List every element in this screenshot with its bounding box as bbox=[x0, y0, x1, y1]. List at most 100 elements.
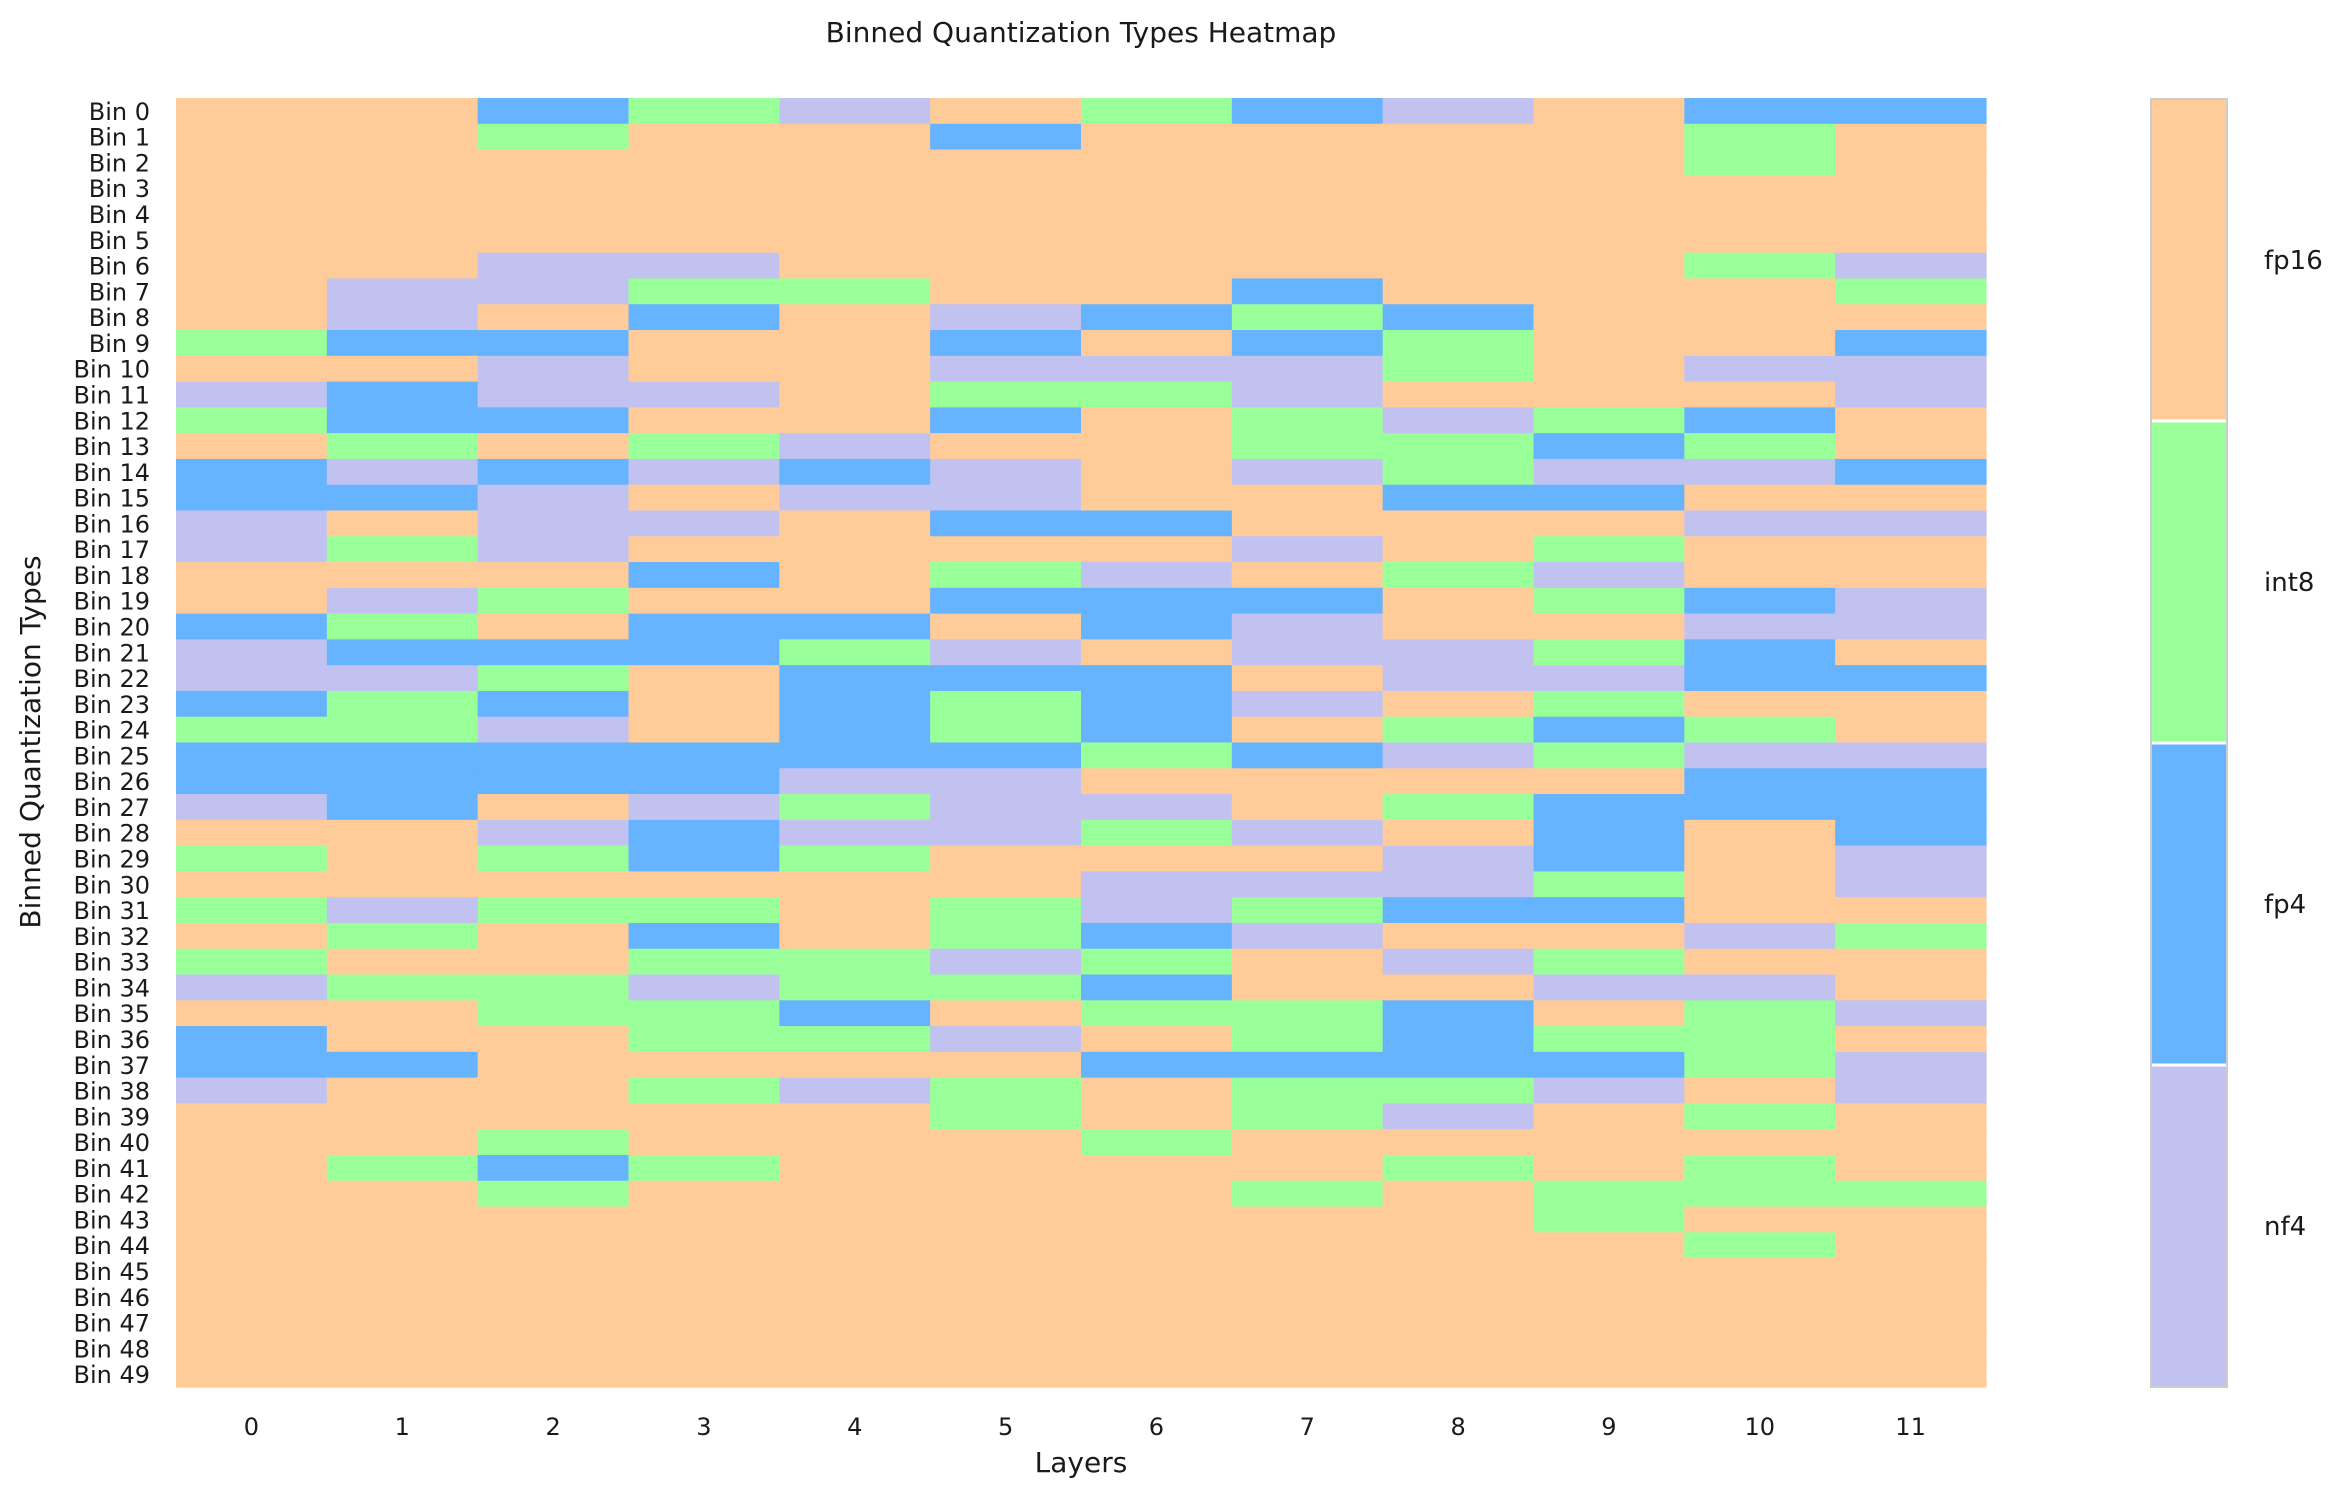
heatmap-cell bbox=[1081, 407, 1233, 434]
heatmap-cell bbox=[1382, 1180, 1535, 1208]
heatmap-cell bbox=[1382, 484, 1535, 512]
y-tick-label: Bin 35 bbox=[73, 1000, 150, 1028]
heatmap-cell bbox=[1684, 252, 1836, 280]
heatmap-cell bbox=[930, 278, 1082, 305]
heatmap-cell bbox=[1684, 845, 1836, 872]
x-tick-label: 1 bbox=[395, 1413, 410, 1441]
heatmap-cell bbox=[477, 1180, 630, 1208]
heatmap-cell bbox=[628, 149, 780, 176]
heatmap-cell bbox=[1382, 716, 1535, 744]
heatmap-cell bbox=[1081, 613, 1233, 640]
heatmap-cells bbox=[176, 98, 1987, 1388]
heatmap-cell bbox=[1684, 201, 1836, 228]
heatmap-cell bbox=[176, 407, 328, 434]
heatmap-cell bbox=[176, 613, 328, 640]
heatmap-cell bbox=[1081, 1309, 1233, 1337]
x-tick-label: 2 bbox=[545, 1413, 560, 1441]
heatmap-cell bbox=[1231, 458, 1384, 486]
heatmap-cell bbox=[477, 794, 630, 821]
heatmap-cell bbox=[779, 123, 931, 151]
heatmap-cell bbox=[176, 665, 328, 692]
heatmap-cell bbox=[1231, 510, 1384, 537]
heatmap-cell bbox=[628, 562, 780, 589]
heatmap-cell bbox=[1382, 123, 1535, 151]
y-tick-label: Bin 39 bbox=[73, 1103, 150, 1131]
heatmap-cell bbox=[930, 201, 1082, 228]
heatmap-cell bbox=[1684, 175, 1836, 202]
x-tick-label: 7 bbox=[1300, 1413, 1315, 1441]
heatmap-cell bbox=[1382, 355, 1535, 383]
heatmap-cell bbox=[628, 175, 780, 202]
heatmap-cell bbox=[1533, 613, 1685, 640]
heatmap-cell bbox=[930, 1180, 1082, 1208]
heatmap-cell bbox=[628, 355, 780, 383]
y-tick-label: Bin 0 bbox=[89, 98, 150, 126]
heatmap-cell bbox=[477, 742, 630, 769]
heatmap-cell bbox=[1231, 149, 1384, 176]
heatmap-cell bbox=[477, 845, 630, 872]
heatmap-cell bbox=[1684, 871, 1836, 898]
heatmap-cell bbox=[779, 1103, 931, 1130]
heatmap-cell bbox=[176, 123, 328, 151]
heatmap-cell bbox=[477, 1206, 630, 1233]
heatmap-cell bbox=[326, 587, 479, 615]
heatmap-cell bbox=[930, 330, 1082, 357]
heatmap-cell bbox=[326, 355, 479, 383]
heatmap-cell bbox=[779, 922, 931, 950]
heatmap-cell bbox=[779, 1283, 931, 1311]
heatmap-cell bbox=[326, 1283, 479, 1311]
heatmap-cell bbox=[1231, 536, 1384, 563]
heatmap-cell bbox=[628, 665, 780, 692]
heatmap-cell bbox=[1684, 639, 1836, 666]
heatmap-cell bbox=[1533, 562, 1685, 589]
heatmap-cell bbox=[1081, 226, 1233, 254]
heatmap-cell bbox=[930, 536, 1082, 563]
heatmap-cell bbox=[1684, 355, 1836, 383]
y-tick-label: Bin 28 bbox=[73, 820, 150, 848]
heatmap-cell bbox=[176, 974, 328, 1001]
y-tick-label: Bin 34 bbox=[73, 974, 150, 1002]
heatmap-cell bbox=[1684, 948, 1836, 976]
heatmap-cell bbox=[1533, 1180, 1685, 1208]
heatmap-cell bbox=[477, 665, 630, 692]
heatmap-cell bbox=[176, 330, 328, 357]
heatmap-cell bbox=[930, 690, 1082, 718]
heatmap-cell bbox=[176, 433, 328, 460]
heatmap-cell bbox=[176, 871, 328, 898]
heatmap-cell bbox=[1081, 1335, 1233, 1362]
heatmap-cell bbox=[930, 922, 1082, 950]
heatmap-cell bbox=[779, 1077, 931, 1105]
heatmap-cell bbox=[1382, 536, 1535, 563]
heatmap-cell bbox=[176, 562, 328, 589]
heatmap-cell bbox=[477, 768, 630, 795]
heatmap-cell bbox=[1081, 433, 1233, 460]
heatmap-cell bbox=[326, 226, 479, 254]
heatmap-cell bbox=[1382, 742, 1535, 769]
heatmap-cell bbox=[477, 175, 630, 202]
heatmap-cell bbox=[1835, 484, 1987, 512]
heatmap-cell bbox=[779, 665, 931, 692]
heatmap-cell bbox=[930, 639, 1082, 666]
heatmap-cell bbox=[1382, 1129, 1535, 1156]
heatmap-cell bbox=[1835, 665, 1987, 692]
heatmap-cell bbox=[477, 381, 630, 408]
heatmap-cell bbox=[1684, 1232, 1836, 1259]
heatmap-cell bbox=[628, 458, 780, 486]
x-tick-label: 4 bbox=[847, 1413, 862, 1441]
heatmap-cell bbox=[1533, 974, 1685, 1001]
heatmap-cell bbox=[1081, 1129, 1233, 1156]
heatmap-cell bbox=[326, 845, 479, 872]
heatmap-cell bbox=[176, 794, 328, 821]
heatmap-cell bbox=[477, 613, 630, 640]
heatmap-cell bbox=[1835, 123, 1987, 151]
heatmap-cell bbox=[628, 201, 780, 228]
heatmap-cell bbox=[1382, 1335, 1535, 1362]
heatmap-cell bbox=[326, 433, 479, 460]
heatmap-cell bbox=[1382, 1154, 1535, 1182]
heatmap-cell bbox=[326, 1309, 479, 1337]
heatmap-cell bbox=[1533, 252, 1685, 280]
heatmap-cell bbox=[779, 1129, 931, 1156]
heatmap-cell bbox=[1231, 1000, 1384, 1027]
heatmap-cell bbox=[930, 794, 1082, 821]
